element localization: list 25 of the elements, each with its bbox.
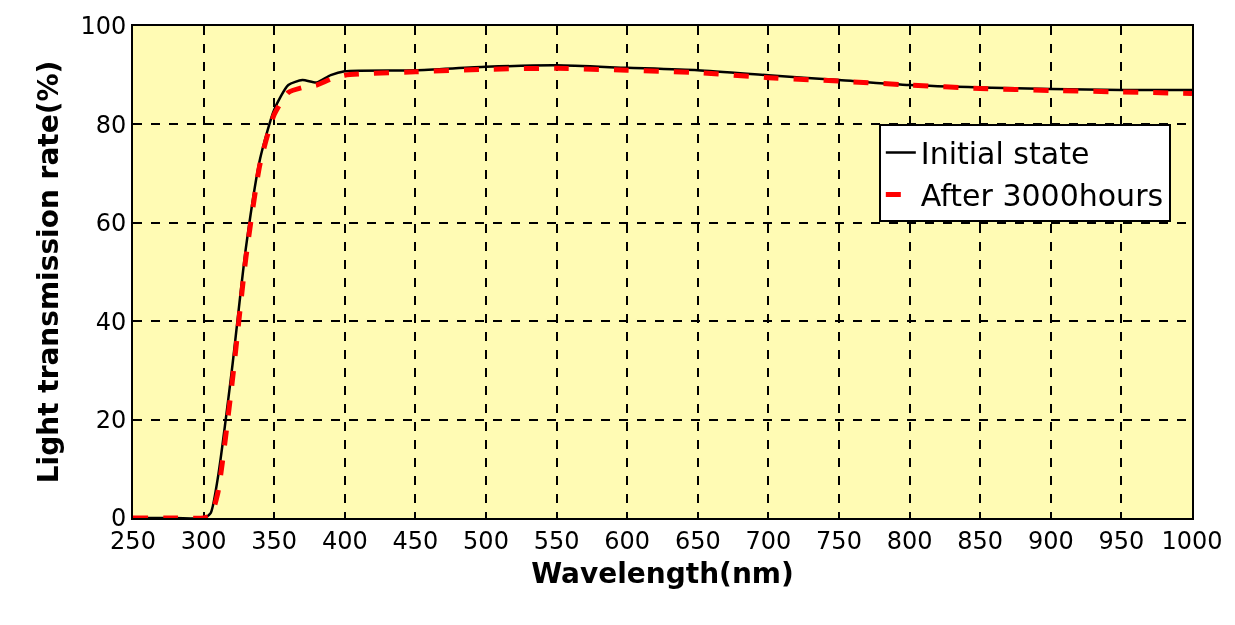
x-tick-label: 850 (957, 526, 1004, 555)
x-tick-label: 950 (1098, 526, 1145, 555)
x-axis-title: Wavelength(nm) (531, 557, 794, 591)
legend-label: After 3000hours (920, 178, 1164, 214)
x-tick-label: 300 (180, 526, 227, 555)
x-tick-label: 750 (816, 526, 862, 555)
x-tick-label: 1000 (1161, 526, 1223, 555)
y-tick-label: 20 (95, 406, 127, 434)
x-tick-label: 650 (674, 526, 721, 555)
x-tick-label: 600 (604, 526, 651, 555)
x-tick-label: 350 (251, 526, 298, 555)
x-tick-label: 450 (392, 526, 439, 555)
x-tick-label: 550 (533, 526, 580, 555)
y-tick-label: 100 (80, 12, 127, 41)
x-tick-label: 900 (1027, 526, 1074, 555)
x-tick-label: 800 (886, 526, 933, 555)
x-tick-label: 500 (463, 526, 509, 555)
x-tick-label: 250 (110, 526, 156, 555)
x-tick-label: 700 (745, 526, 792, 555)
y-tick-label: 60 (95, 209, 127, 238)
y-tick-label: 80 (95, 110, 127, 139)
x-tick-label: 400 (321, 526, 368, 555)
y-tick-label: 40 (95, 307, 127, 336)
legend-label: Initial state (920, 136, 1090, 172)
y-axis-title: Light transmission rate(%) (31, 60, 65, 484)
